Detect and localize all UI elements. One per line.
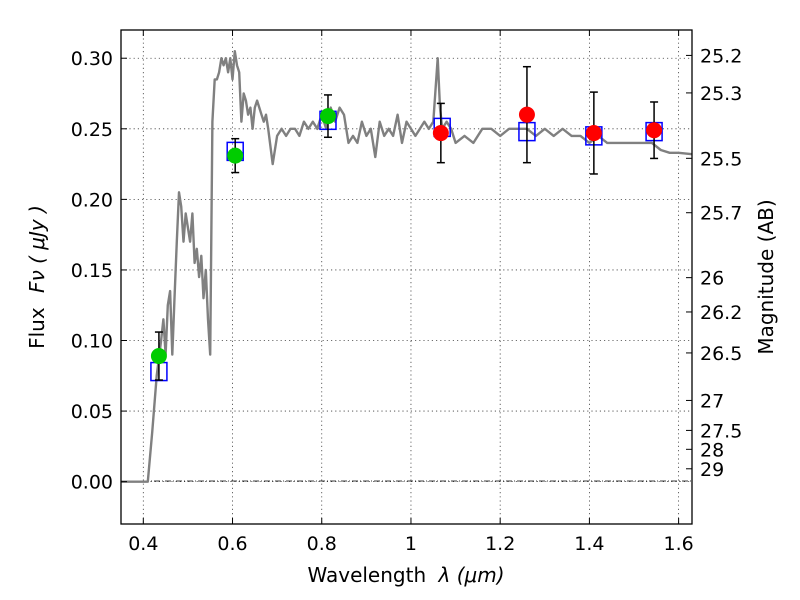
- x-tick-label: 0.8: [307, 533, 337, 555]
- right-tick-label: 25.7: [700, 203, 742, 225]
- y-tick-label: 0.30: [71, 48, 113, 70]
- right-tick-label: 29: [700, 459, 724, 481]
- photometry-point: [518, 106, 535, 123]
- right-tick-label: 25.5: [700, 148, 742, 170]
- y-tick-label: 0.10: [71, 331, 113, 353]
- photometry-point: [227, 147, 244, 164]
- x-tick-label: 1: [405, 533, 417, 555]
- right-axis-label: Magnitude (AB): [754, 199, 778, 354]
- tick-layer: 0.4 0.6 0.8 1 1.2 1.4 1.6 0.00 0.05 0.10 0.15 0.20 0…: [71, 30, 742, 555]
- photometry-point: [432, 125, 449, 142]
- right-tick-label: 25.2: [700, 45, 742, 67]
- right-tick-label: 27: [700, 390, 724, 412]
- right-tick-label: 26.2: [700, 302, 742, 324]
- plot-frame: [120, 29, 693, 525]
- photometry-point: [150, 348, 167, 365]
- x-tick-label: 1.4: [574, 533, 604, 555]
- x-tick-label: 1.2: [485, 533, 515, 555]
- photometry-point: [585, 125, 602, 142]
- right-tick-label: 26.5: [700, 343, 742, 365]
- x-tick-label: 1.6: [664, 533, 694, 555]
- right-tick-label: 27.5: [700, 420, 742, 442]
- y-tick-label: 0.20: [71, 189, 113, 211]
- x-tick-label: 0.6: [217, 533, 247, 555]
- y-tick-label: 0.00: [71, 472, 113, 494]
- y-tick-label: 0.05: [71, 401, 113, 423]
- y-axis-label: Flux Fν ( μJy ): [25, 205, 49, 349]
- photometry-point: [319, 108, 336, 125]
- x-tick-label: 0.4: [128, 533, 158, 555]
- y-tick-label: 0.15: [71, 260, 113, 282]
- plot-layer: [121, 50, 693, 483]
- model-spectrum-line: [121, 50, 693, 483]
- x-axis-label: Wavelength λ (μm): [307, 563, 504, 587]
- right-tick-label: 26: [700, 268, 724, 290]
- right-tick-label: 25.3: [700, 83, 742, 105]
- right-tick-label: 28: [700, 439, 724, 461]
- y-tick-label: 0.25: [71, 119, 113, 141]
- photometry-point: [646, 122, 663, 139]
- grid-layer: [121, 30, 692, 524]
